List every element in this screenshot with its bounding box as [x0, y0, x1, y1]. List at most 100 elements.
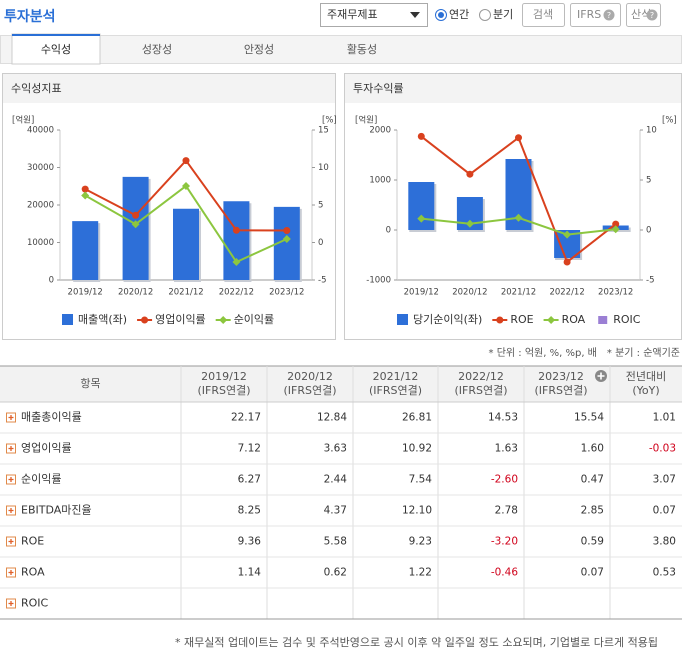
- row-label: ROE: [21, 535, 44, 548]
- line-marker: [282, 234, 291, 243]
- table-header-bg: [0, 366, 682, 403]
- y2-tick-label: -5: [646, 276, 654, 286]
- y2-tick-label: 10: [318, 163, 329, 173]
- expand-plus: [8, 446, 14, 451]
- radio-off[interactable]: [479, 9, 491, 21]
- panel: [2, 73, 336, 340]
- column-header: 항목: [80, 377, 100, 390]
- select-box[interactable]: [320, 3, 428, 27]
- x-tick-label: 2023/12: [598, 288, 633, 298]
- select-arrow: [410, 12, 420, 18]
- cell-value: 1.63: [495, 443, 518, 455]
- x-tick-label: 2019/12: [404, 288, 439, 298]
- column-header: 2023/12: [538, 370, 584, 383]
- y-tick-label: 0: [49, 276, 54, 286]
- cell-value: 0.62: [324, 567, 347, 579]
- x-tick-label: 2020/12: [118, 288, 153, 298]
- legend-label[interactable]: 순이익률: [234, 313, 274, 326]
- cell-value: 7.54: [409, 474, 433, 486]
- radio-label: 연간: [449, 8, 469, 21]
- column-header: 2019/12: [201, 370, 247, 383]
- row-label: 매출총이익률: [21, 411, 82, 424]
- x-tick-label: 2022/12: [219, 288, 254, 298]
- legend-swatch: [62, 314, 73, 325]
- legend-label[interactable]: 영업이익률: [155, 313, 206, 326]
- row-label: 순이익률: [21, 473, 61, 486]
- line-marker: [496, 316, 504, 324]
- bar: [72, 221, 99, 280]
- cell-value: 22.17: [231, 412, 261, 424]
- y-tick-label: 0: [386, 226, 391, 236]
- note: * 단위 : 억원, %, %p, 배: [489, 346, 597, 359]
- column-header: (IFRS연결): [454, 384, 507, 397]
- column-header: (IFRS연결): [369, 384, 422, 397]
- select-text: 주재무제표: [327, 8, 378, 21]
- line-marker: [515, 134, 522, 142]
- line-marker: [232, 226, 240, 234]
- cell-value: 15.54: [574, 412, 604, 424]
- legend-swatch: [397, 314, 408, 325]
- cell-value: 9.23: [409, 536, 432, 548]
- tab-label[interactable]: 성장성: [142, 43, 172, 56]
- formula-button[interactable]: [626, 3, 661, 27]
- y2-axis-unit: [%]: [662, 116, 677, 126]
- x-tick-label: 2021/12: [501, 288, 536, 298]
- line-marker: [466, 170, 474, 178]
- legend-label[interactable]: 당기순이익(좌): [413, 313, 482, 326]
- cell-value: 2.44: [324, 474, 348, 486]
- footer-note: * 재무실적 업데이트는 검수 및 주석반영으로 공시 이후 약 일주일 정도 …: [175, 635, 658, 649]
- cell-value: 3.07: [653, 474, 676, 486]
- ifrs-button[interactable]: [570, 3, 621, 27]
- tab-label[interactable]: 수익성: [41, 43, 71, 56]
- line-marker: [131, 220, 140, 229]
- button-label: 검색: [533, 8, 553, 21]
- cell-value: 8.25: [238, 505, 261, 517]
- legend-label[interactable]: ROIC: [613, 313, 641, 326]
- active-tab[interactable]: [11, 33, 101, 65]
- tab-label[interactable]: 활동성: [347, 42, 377, 56]
- row-label: EBITDA마진율: [21, 504, 92, 517]
- active-tab-top: [12, 34, 100, 36]
- panel-title: 수익성지표: [11, 82, 62, 95]
- radio-label: 분기: [493, 8, 513, 21]
- tab-label[interactable]: 안정성: [244, 43, 274, 56]
- column-header: (IFRS연결): [283, 384, 336, 397]
- column-header: (IFRS연결): [197, 384, 250, 397]
- cell-value: 5.58: [324, 536, 347, 548]
- x-tick-label: 2020/12: [452, 288, 487, 298]
- line-marker: [283, 227, 291, 234]
- legend-label[interactable]: ROA: [562, 313, 586, 326]
- y-tick-label: 30000: [27, 163, 54, 173]
- bar: [408, 182, 435, 230]
- line-marker: [417, 132, 425, 140]
- y-axis-unit: [억원]: [355, 115, 377, 126]
- column-header: 2022/12: [458, 370, 504, 383]
- cell-value: 0.53: [653, 567, 676, 579]
- row-label: ROIC: [21, 597, 49, 610]
- cell-value: 3.80: [653, 536, 676, 548]
- y2-tick-label: 10: [646, 126, 657, 136]
- expand-plus: [8, 415, 14, 420]
- legend-label[interactable]: ROE: [510, 313, 533, 326]
- line-marker: [132, 211, 140, 219]
- button-label: IFRS: [577, 8, 601, 21]
- line-marker: [182, 181, 190, 190]
- line-marker: [232, 258, 241, 266]
- cell-value: 1.14: [238, 567, 262, 579]
- legend-label[interactable]: 매출액(좌): [78, 313, 127, 326]
- column-header: 2020/12: [287, 370, 333, 383]
- y2-tick-label: 0: [646, 226, 651, 236]
- search-button[interactable]: [522, 3, 565, 27]
- x-tick-label: 2022/12: [549, 288, 584, 298]
- cell-value: 0.07: [653, 505, 676, 517]
- y2-tick-label: 5: [646, 176, 651, 186]
- y2-tick-label: 5: [318, 201, 323, 211]
- line-marker: [547, 316, 556, 324]
- row-label: 영업이익률: [21, 442, 72, 455]
- page-title: 투자분석: [4, 9, 56, 25]
- add-icon-plus: [597, 372, 605, 380]
- y-tick-label: 10000: [27, 238, 54, 248]
- y-tick-label: 1000: [369, 176, 391, 186]
- cell-value: 26.81: [402, 412, 432, 424]
